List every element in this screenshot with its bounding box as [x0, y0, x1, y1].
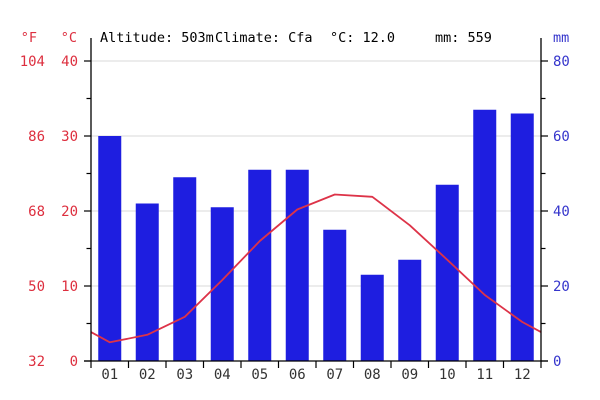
month-label-03: 03 [176, 367, 193, 383]
month-label-11: 11 [476, 367, 493, 383]
precip-bar-04 [210, 207, 234, 361]
climate-class-stat: Climate: Cfa [215, 30, 313, 46]
month-label-08: 08 [364, 367, 381, 383]
precip-bar-07 [323, 229, 347, 361]
millimeter-tick-label: 0 [553, 354, 561, 370]
annual-precipitation-stat: mm: 559 [435, 30, 492, 46]
celsius-tick-label: 30 [61, 129, 78, 145]
precipitation-bars [98, 109, 534, 361]
millimeter-axis-header: mm [553, 30, 569, 46]
millimeter-tick-label: 60 [553, 129, 570, 145]
precip-bar-05 [248, 169, 272, 361]
precip-bar-06 [285, 169, 309, 361]
precip-bar-03 [173, 177, 197, 361]
celsius-tick-label: 40 [61, 54, 78, 70]
temperature-curve [90, 193, 542, 344]
altitude-stat: Altitude: 503m [100, 30, 214, 46]
month-label-05: 05 [251, 367, 268, 383]
month-label-01: 01 [101, 367, 118, 383]
month-label-10: 10 [439, 367, 456, 383]
fahrenheit-tick-label: 50 [28, 279, 45, 295]
celsius-axis-header: °C [61, 30, 77, 46]
millimeter-tick-label: 20 [553, 279, 570, 295]
temperature-line [90, 193, 542, 344]
fahrenheit-tick-label: 86 [28, 129, 45, 145]
axes-and-ticks [84, 38, 548, 368]
precip-bar-08 [360, 274, 384, 361]
precip-bar-09 [398, 259, 422, 361]
precip-bar-01 [98, 136, 122, 361]
celsius-tick-label: 10 [61, 279, 78, 295]
precip-bar-02 [135, 203, 159, 361]
month-label-12: 12 [514, 367, 531, 383]
month-label-06: 06 [289, 367, 306, 383]
precip-bar-12 [510, 113, 534, 361]
celsius-tick-label: 20 [61, 204, 78, 220]
fahrenheit-tick-label: 104 [20, 54, 45, 70]
gridlines [91, 60, 541, 287]
mean-temperature-stat: °C: 12.0 [330, 30, 395, 46]
month-label-04: 04 [214, 367, 231, 383]
fahrenheit-tick-label: 32 [28, 354, 45, 370]
precip-bar-11 [473, 109, 497, 361]
millimeter-tick-label: 80 [553, 54, 570, 70]
celsius-tick-label: 0 [70, 354, 78, 370]
month-label-07: 07 [326, 367, 343, 383]
fahrenheit-tick-label: 68 [28, 204, 45, 220]
month-label-09: 09 [401, 367, 418, 383]
month-label-02: 02 [139, 367, 156, 383]
fahrenheit-axis-header: °F [21, 30, 37, 46]
millimeter-tick-label: 40 [553, 204, 570, 220]
precip-bar-10 [435, 184, 459, 361]
